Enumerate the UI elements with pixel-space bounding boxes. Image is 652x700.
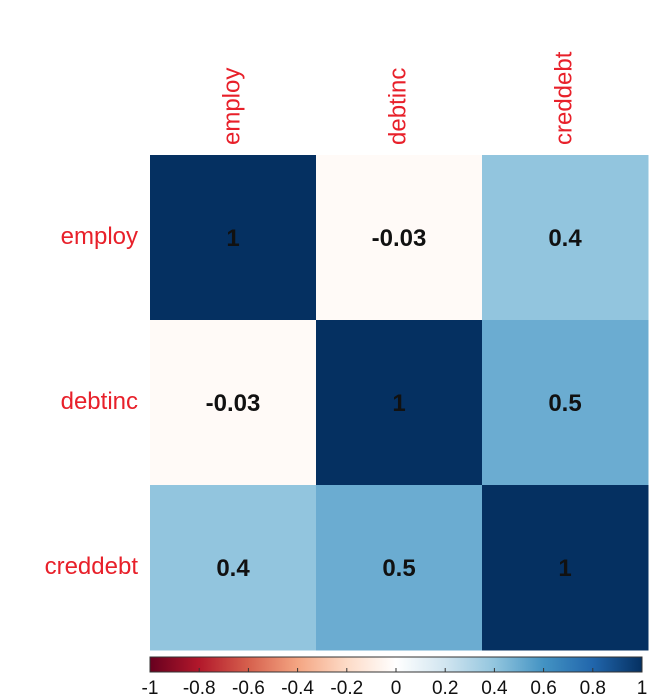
colorbar-tick-label: -0.4 <box>281 678 314 699</box>
row-label: employ <box>61 223 138 250</box>
column-label: creddebt <box>550 51 577 145</box>
colorbar-tick-label: 0.8 <box>580 678 606 699</box>
colorbar-tick-label: -0.6 <box>232 678 265 699</box>
column-label: employ <box>218 68 245 145</box>
colorbar-tick-label: 1 <box>637 678 648 699</box>
cell-label: -0.03 <box>206 390 261 417</box>
colorbar-tick-label: 0 <box>391 678 402 699</box>
colorbar-tick-label: -0.2 <box>330 678 363 699</box>
cell-label: 1 <box>392 390 405 417</box>
cell-label: 1 <box>226 225 239 252</box>
cell <box>150 320 317 486</box>
column-label: debtinc <box>384 68 411 145</box>
colorbar-tick-label: -0.8 <box>183 678 216 699</box>
row-label: creddebt <box>45 553 139 580</box>
cell <box>150 485 317 651</box>
cell-label: 1 <box>558 555 571 582</box>
cell <box>316 485 483 651</box>
row-label: debtinc <box>61 388 138 415</box>
colorbar-tick-label: 0.6 <box>530 678 556 699</box>
cell-label: 0.4 <box>548 225 582 252</box>
colorbar-tick-label: -1 <box>142 678 159 699</box>
cell <box>150 155 317 321</box>
cell-label: 0.4 <box>216 555 250 582</box>
cell <box>316 320 483 486</box>
colorbar-tick-label: 0.2 <box>432 678 458 699</box>
colorbar-tick-label: 0.4 <box>481 678 508 699</box>
cell-label: 0.5 <box>548 390 581 417</box>
cell-label: 0.5 <box>382 555 415 582</box>
cell-label: -0.03 <box>372 225 427 252</box>
cell <box>482 155 649 321</box>
cell <box>482 485 649 651</box>
cell <box>482 320 649 486</box>
cell <box>316 155 483 321</box>
